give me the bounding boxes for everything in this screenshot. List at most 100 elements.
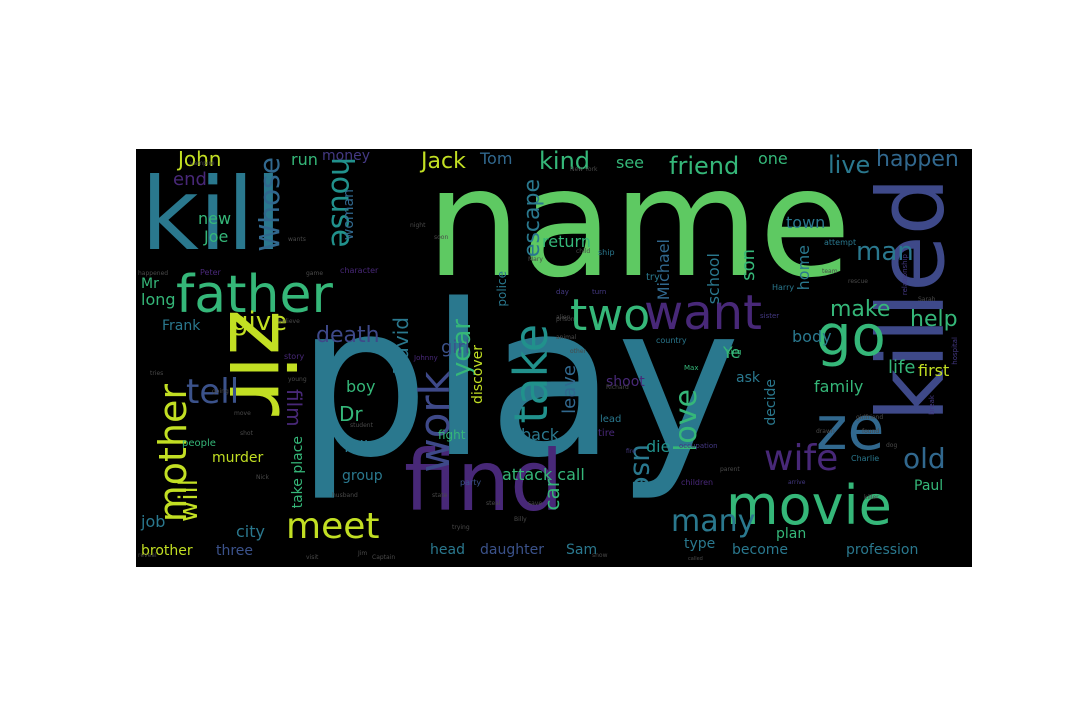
word-mary: Mary xyxy=(528,256,543,263)
word-town: town xyxy=(786,213,826,232)
word-want: want xyxy=(644,285,762,341)
word-give: give xyxy=(232,307,288,337)
word-happen: happen xyxy=(876,149,959,172)
word-character: character xyxy=(340,266,379,275)
word-long: long xyxy=(141,290,176,309)
word-nick: Nick xyxy=(256,474,269,481)
word-trying: trying xyxy=(452,524,470,531)
word-sam: Sam xyxy=(566,542,598,558)
word-woman: woman xyxy=(341,189,357,241)
word-take-place: take place xyxy=(290,436,306,509)
word-live: live xyxy=(828,151,871,179)
word-killer: killer xyxy=(864,494,879,501)
word-die: die xyxy=(646,437,671,456)
word-other: other xyxy=(570,348,586,355)
word-reveal: reveal xyxy=(138,552,157,559)
word-one: one xyxy=(758,149,788,168)
word-man: man xyxy=(856,237,914,267)
word-visit: visit xyxy=(306,554,319,561)
word-young: young xyxy=(288,376,307,383)
word-jack: Jack xyxy=(421,149,466,174)
word-play: play xyxy=(296,259,741,504)
word-people: people xyxy=(182,438,216,449)
word-arrive: arrive xyxy=(788,479,806,486)
word-head: head xyxy=(430,542,465,558)
word-money: money xyxy=(322,149,370,164)
word-body: body xyxy=(792,327,832,346)
word-john: John xyxy=(178,149,222,171)
word-daughter: daughter xyxy=(480,542,544,558)
word-shoot: shoot xyxy=(606,374,645,390)
word-make: make xyxy=(830,297,891,322)
word-called: called xyxy=(688,556,703,562)
word-johnny: Johnny xyxy=(414,354,438,362)
word-wife: wife xyxy=(764,438,839,479)
word-break: break xyxy=(928,395,936,415)
word-two: two xyxy=(570,290,651,341)
word-jim: Jim xyxy=(358,550,368,557)
word-escape: escape xyxy=(520,179,545,258)
word-girlfriend: girlfriend xyxy=(856,414,884,421)
wordcloud-canvas: name play kill find zir killed father movie ze go… xyxy=(136,149,972,567)
word-charlie: Charlie xyxy=(851,454,880,463)
word-mr: Mr xyxy=(141,276,159,292)
word-soon: soon xyxy=(434,234,449,241)
word-kind: kind xyxy=(539,149,591,175)
word-occupation: occupation xyxy=(679,442,718,450)
word-profession: profession xyxy=(846,542,919,558)
word-help: help xyxy=(910,307,958,332)
word-city: city xyxy=(236,522,265,541)
word-go: go xyxy=(816,304,886,369)
word-plan: plan xyxy=(776,526,807,542)
word-children: children xyxy=(681,478,714,487)
word-sarah: Sarah xyxy=(918,296,936,303)
word-kill: kill xyxy=(141,156,283,273)
word-fall: fall xyxy=(344,437,369,456)
word-turn: turn xyxy=(592,288,607,296)
word-king: King xyxy=(726,348,742,356)
word-three: three xyxy=(216,543,254,559)
word-whose: Whose xyxy=(253,157,286,252)
word-brother: brother xyxy=(141,543,193,559)
word-tries: tries xyxy=(150,370,164,377)
word-day: day xyxy=(556,288,569,296)
word-harry: Harry xyxy=(772,283,795,292)
word-joe: Joe xyxy=(204,227,229,246)
word-party: party xyxy=(460,478,482,487)
word-leave: leave xyxy=(559,365,580,414)
word-vampire: vampire xyxy=(190,160,215,167)
word-sister: sister xyxy=(760,312,780,320)
word-ye: Ye xyxy=(723,343,741,362)
word-become: become xyxy=(732,542,789,558)
word-relationship: relationship xyxy=(901,254,909,296)
word-max: Max xyxy=(684,364,699,372)
word-paul: Paul xyxy=(914,478,944,494)
word-hospital: hospital xyxy=(951,337,959,365)
word-michael: Michael xyxy=(654,239,673,301)
word-happened: happened xyxy=(138,270,169,277)
word-tom: Tom xyxy=(480,149,513,168)
word-going: going xyxy=(212,388,229,395)
word-meet: meet xyxy=(286,506,380,547)
word-lead: lead xyxy=(600,414,622,425)
word-many: many xyxy=(671,504,756,539)
word-child: child xyxy=(576,248,591,255)
word-try: try xyxy=(646,272,660,283)
word-believe: believe xyxy=(278,318,300,325)
word-ask: ask xyxy=(736,370,760,386)
word-parent: parent xyxy=(720,466,740,473)
word-dog: dog xyxy=(886,442,898,449)
word-friend: friend xyxy=(669,152,740,180)
word-story: story xyxy=(284,352,305,361)
word-state: state xyxy=(432,492,448,499)
word-will: will xyxy=(174,479,204,522)
word-attack-call: attack call xyxy=(502,465,585,484)
word-old: old xyxy=(903,442,946,475)
word-tire: tire xyxy=(598,428,615,439)
word-death: death xyxy=(316,323,380,348)
word-save: save xyxy=(528,500,543,507)
word-student: student xyxy=(350,422,373,429)
word-school: school xyxy=(704,253,723,305)
word-drawn: drawn xyxy=(816,428,835,435)
